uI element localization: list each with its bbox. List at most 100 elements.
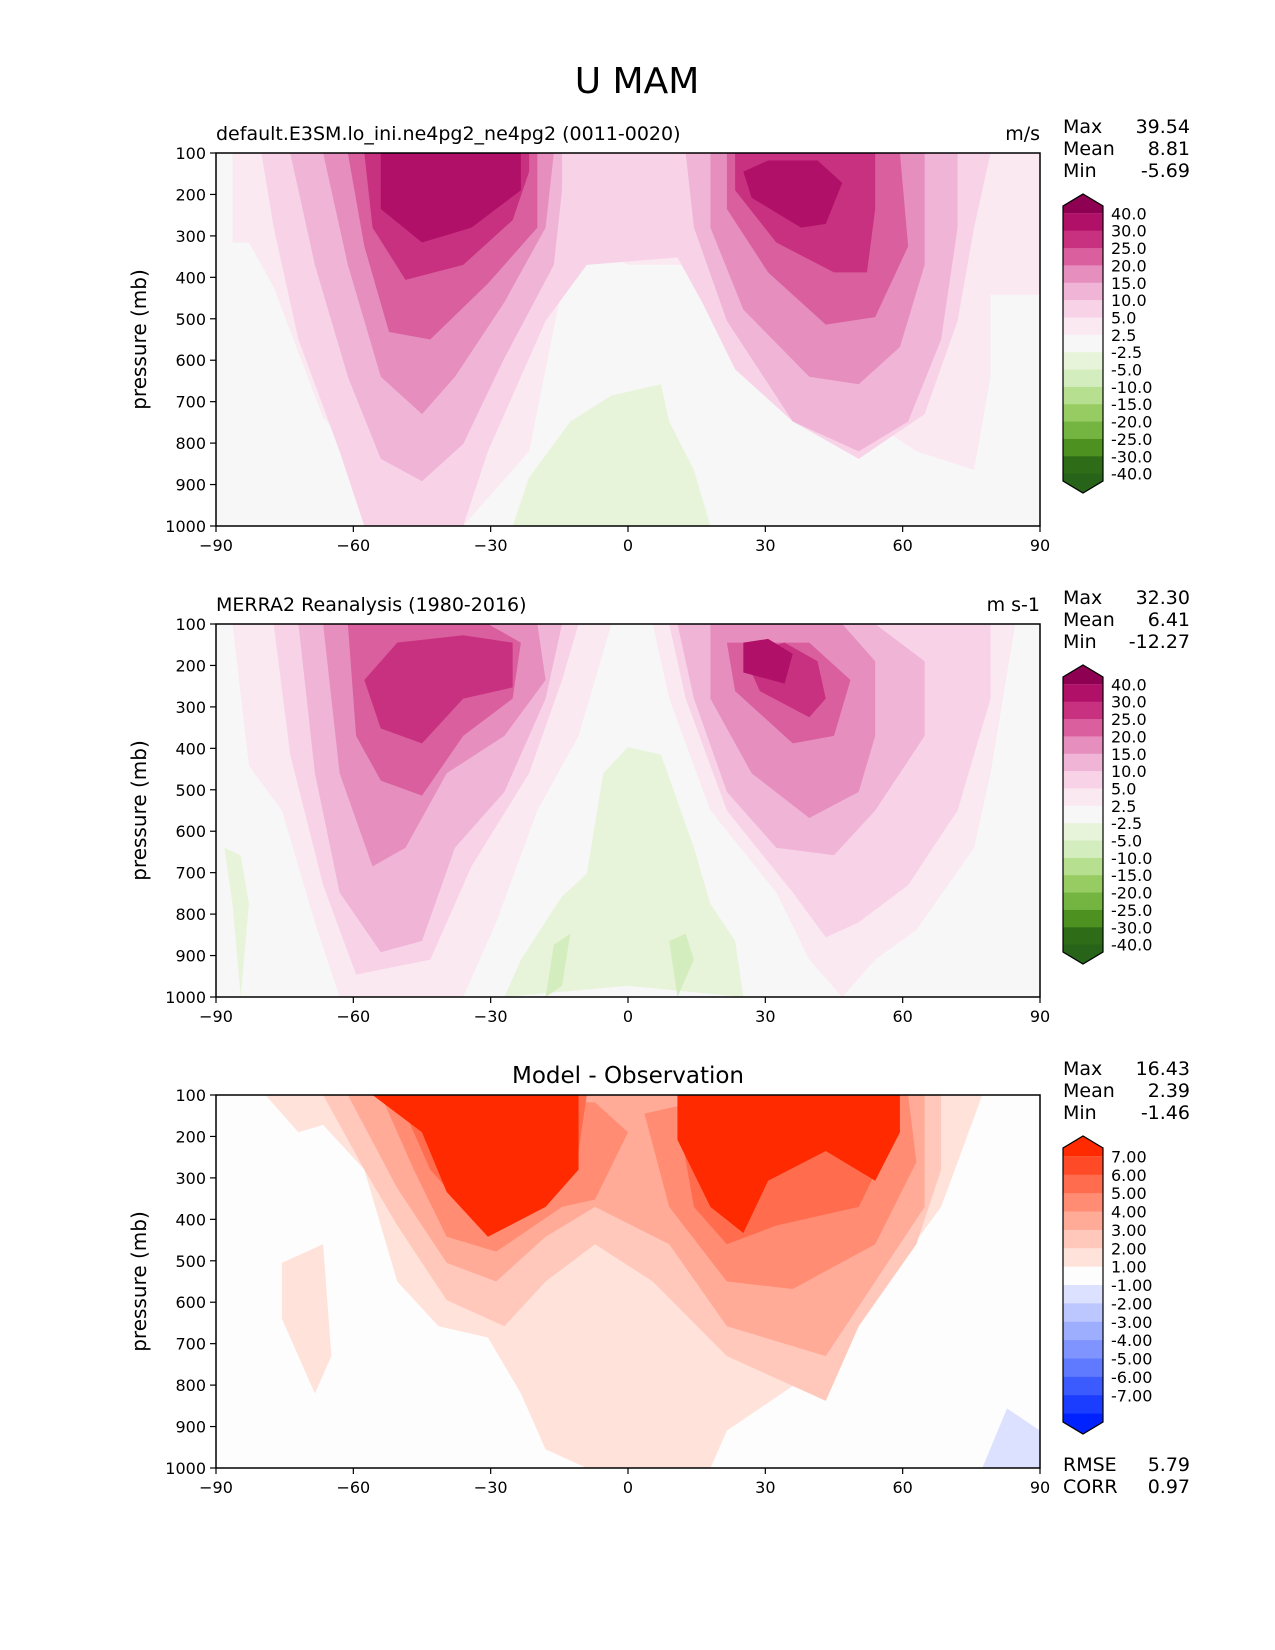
colorbar-cell [1063,719,1103,737]
contour-band [364,635,826,744]
x-tick-label: 60 [892,1007,912,1026]
colorbar-cell [1063,788,1103,807]
stat-value: 39.54 [1136,116,1190,138]
colorbar-label: 40.0 [1111,675,1147,694]
stat-label: Max [1063,1058,1102,1080]
colorbar-label: -5.0 [1111,361,1142,380]
stat-value: 8.81 [1148,138,1190,160]
contour-field [216,624,1040,997]
x-tick-label: −90 [199,1007,233,1026]
colorbar-label: 15.0 [1111,745,1147,764]
x-tick-label: 30 [755,536,775,555]
colorbar-cell [1063,736,1103,755]
colorbar-label: 30.0 [1111,222,1147,241]
colorbar-cell [1063,1413,1103,1434]
stat-label: Mean [1063,138,1115,160]
colorbar: 40.030.025.020.015.010.05.02.5-2.5-5.0-1… [1062,664,1152,965]
colorbar-cell [1063,665,1103,685]
x-tick-label: 30 [755,1478,775,1497]
y-tick-label: 200 [175,656,206,675]
colorbar-cell [1063,438,1103,457]
colorbar-label: 30.0 [1111,693,1147,712]
colorbar-label: -2.00 [1111,1294,1152,1313]
difference-panel: Model - Observation 10020030040050060070… [127,1058,1190,1498]
colorbar-label: -2.5 [1111,814,1142,833]
stat-label: Max [1063,587,1102,609]
contour-band [372,1095,900,1237]
y-tick-label: 500 [175,1252,206,1271]
contour-band [224,747,744,997]
x-tick-label: 0 [623,1007,633,1026]
colorbar-label: -7.00 [1111,1386,1152,1405]
colorbar-cell [1063,421,1103,440]
stat-label: Max [1063,116,1102,138]
colorbar-cell [1063,1248,1103,1268]
colorbar-cell [1063,701,1103,720]
colorbar-cell [1063,805,1103,824]
stat-label: Min [1063,160,1097,182]
colorbar-cell [1063,1174,1103,1194]
panel-title: default.E3SM.lo_ini.ne4pg2_ne4pg2 (0011-… [216,123,681,145]
units-label: m/s [1005,123,1040,145]
contour-field [216,153,1040,526]
y-tick-label: 300 [175,1169,206,1188]
colorbar-label: -2.5 [1111,343,1142,362]
colorbar-cell [1063,456,1103,475]
colorbar-outline [1062,193,1104,494]
colorbar-label: -6.00 [1111,1368,1152,1387]
x-tick-label: 0 [623,536,633,555]
colorbar-cell [1063,892,1103,911]
colorbar-cell [1063,684,1103,703]
colorbar-label: 25.0 [1111,710,1147,729]
colorbar-label: -20.0 [1111,413,1152,432]
colorbar-cell [1063,1211,1103,1231]
stat-value: -12.27 [1129,631,1190,653]
y-tick-label: 200 [175,1127,206,1146]
colorbar-label: 7.00 [1111,1147,1147,1166]
colorbar-label: 5.0 [1111,779,1136,798]
colorbar-cell [1063,1358,1103,1378]
y-tick-label: 400 [175,268,206,287]
colorbar-label: -15.0 [1111,866,1152,885]
x-tick-label: −60 [336,1007,370,1026]
x-tick-label: −60 [336,1478,370,1497]
colorbar-cell [1063,352,1103,371]
colorbar-label: 20.0 [1111,256,1147,275]
colorbar-cell [1063,1285,1103,1304]
stat-value: -5.69 [1141,160,1190,182]
observation-panel: MERRA2 Reanalysis (1980-2016) m s-1 100 2… [127,587,1190,1026]
colorbar-label: -15.0 [1111,395,1152,414]
metric-label: CORR [1063,1476,1118,1498]
panel-title: MERRA2 Reanalysis (1980-2016) [216,594,527,616]
y-tick-label: 500 [175,781,206,800]
colorbar-cell [1063,753,1103,772]
colorbar-label: 4.00 [1111,1203,1147,1222]
x-tick-label: 90 [1030,1007,1050,1026]
x-tick-label: −90 [199,536,233,555]
units-label: m s-1 [987,594,1040,616]
colorbar-cell [1063,1266,1103,1286]
y-tick-label: 100 [175,615,206,634]
colorbar-cell [1063,771,1103,789]
colorbar-cell [1063,334,1103,353]
contour-field [216,1095,1040,1468]
colorbar-cell [1063,1193,1103,1212]
contour-band [512,384,711,526]
y-axis-label: pressure (mb) [127,269,151,410]
colorbar-label: 10.0 [1111,762,1147,781]
colorbar-cell [1063,248,1103,266]
x-tick-label: −90 [199,1478,233,1497]
contour-band [982,1408,1040,1468]
x-tick-label: −30 [474,536,508,555]
colorbar-label: 15.0 [1111,274,1147,293]
y-tick-label: 700 [175,1335,206,1354]
y-tick-label: 600 [175,1293,206,1312]
metric-value: 0.97 [1148,1476,1190,1498]
colorbar-label: 6.00 [1111,1166,1147,1185]
y-tick-label: 700 [175,864,206,883]
colorbar-cell [1063,909,1103,928]
colorbar-outline [1062,1135,1104,1435]
colorbar-cell [1063,1156,1103,1176]
colorbar-cell [1063,1229,1103,1249]
x-tick-label: 90 [1030,536,1050,555]
